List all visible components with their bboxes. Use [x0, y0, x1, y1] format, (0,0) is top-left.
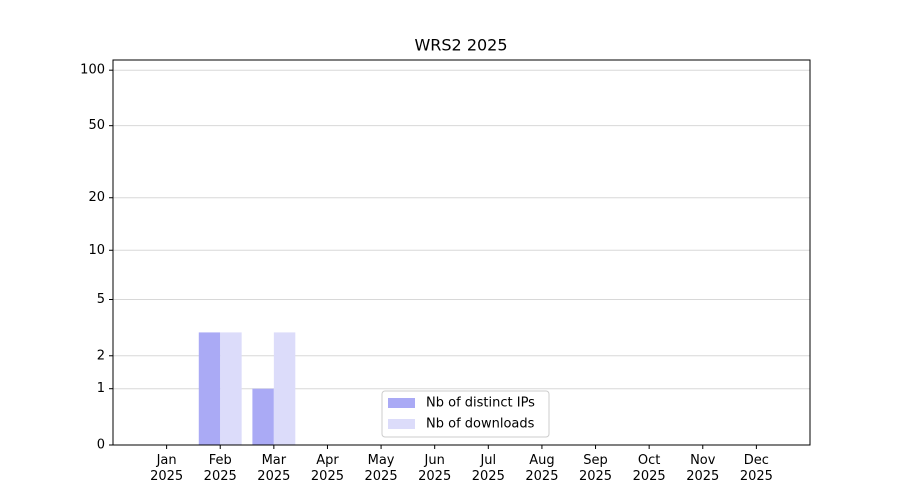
x-tick-label: Oct 2025 [632, 453, 666, 484]
chart-title: WRS2 2025 [414, 36, 507, 55]
y-tick-label: 0 [97, 438, 105, 453]
bar [220, 332, 242, 445]
x-tick-label: May 2025 [364, 453, 398, 484]
y-tick-label: 5 [97, 292, 105, 307]
y-tick-label: 20 [88, 190, 105, 205]
bar [252, 388, 274, 445]
x-tick-label: Apr 2025 [310, 453, 344, 484]
x-tick-label: Sep 2025 [578, 453, 613, 484]
x-tick-label: Jul 2025 [471, 453, 505, 484]
x-tick-label: Aug 2025 [525, 453, 559, 484]
bar [273, 332, 296, 445]
x-tick-label: Mar 2025 [257, 453, 291, 484]
legend-label: Nb of downloads [426, 417, 535, 432]
legend-label: Nb of distinct IPs [426, 396, 535, 411]
x-tick-label: Nov 2025 [686, 453, 720, 484]
plot-frame [112, 59, 811, 446]
x-tick-label: Feb 2025 [203, 453, 237, 484]
y-tick-label: 10 [88, 243, 105, 258]
y-tick-label: 50 [88, 118, 105, 133]
x-tick-label: Dec 2025 [739, 453, 773, 484]
x-tick-label: Jan 2025 [150, 453, 184, 484]
y-tick-label: 2 [97, 348, 105, 363]
bar [198, 332, 221, 445]
legend-box [381, 390, 550, 438]
y-tick-label: 1 [97, 381, 105, 396]
legend-swatch [388, 419, 415, 429]
x-tick-label: Jun 2025 [418, 453, 452, 484]
legend-swatch [388, 398, 415, 408]
y-tick-label: 100 [80, 63, 105, 78]
